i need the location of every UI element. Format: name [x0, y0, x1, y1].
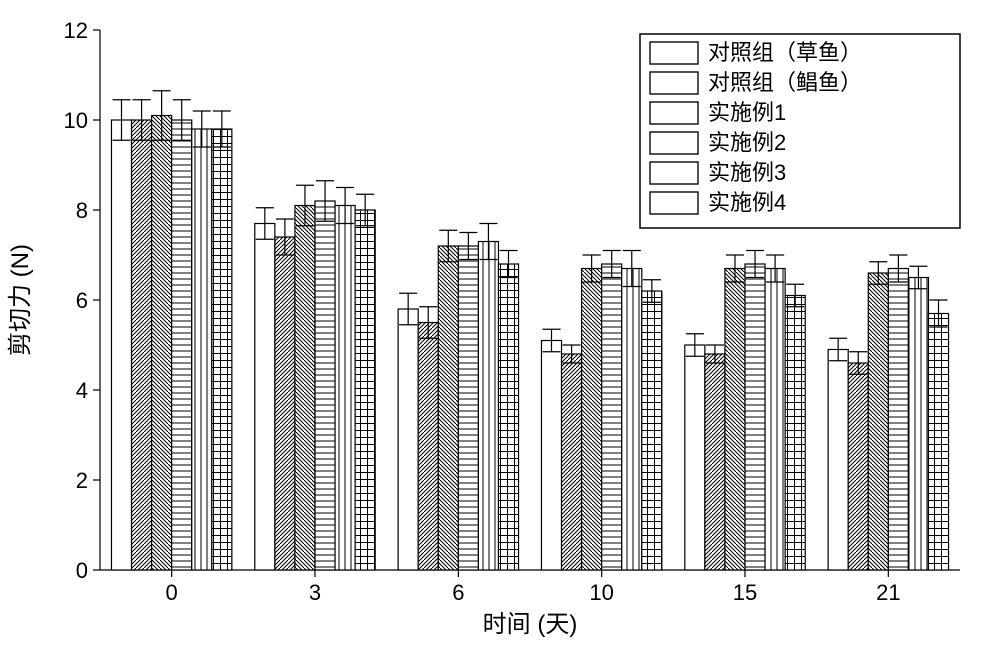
x-tick-label: 10: [589, 580, 613, 605]
chart-bar: [541, 341, 561, 571]
legend-label: 实施例4: [708, 190, 786, 215]
x-axis-label: 时间 (天): [483, 611, 578, 638]
x-tick-label: 3: [309, 580, 321, 605]
legend-swatch: [650, 132, 698, 154]
legend-swatch: [650, 162, 698, 184]
chart-bar: [315, 201, 335, 570]
x-tick-label: 21: [876, 580, 900, 605]
chart-bar: [192, 129, 212, 570]
chart-bar: [928, 314, 948, 571]
legend-label: 实施例2: [708, 130, 786, 155]
legend-label: 对照组（草鱼）: [708, 40, 862, 65]
y-tick-label: 0: [76, 558, 88, 583]
chart-bar: [785, 296, 805, 571]
x-tick-label: 0: [166, 580, 178, 605]
y-tick-label: 2: [76, 468, 88, 493]
x-tick-label: 15: [733, 580, 757, 605]
chart-bar: [562, 354, 582, 570]
legend-label: 实施例1: [708, 100, 786, 125]
chart-bar: [725, 269, 745, 571]
legend-label: 实施例3: [708, 160, 786, 185]
y-tick-label: 4: [76, 378, 88, 403]
chart-container: { "chart": { "type": "bar", "width": 100…: [0, 0, 1000, 660]
chart-bar: [908, 278, 928, 571]
chart-bar: [602, 264, 622, 570]
y-tick-label: 8: [76, 198, 88, 223]
y-tick-label: 12: [64, 18, 88, 43]
chart-bar: [355, 210, 375, 570]
chart-bar: [868, 273, 888, 570]
chart-svg: 0 2 4 6 8 10 12 剪切力 (N) 时间 (天) 0 3 6 10 15 21 对照组（草鱼） 对…: [0, 0, 1000, 660]
y-tick-label: 10: [64, 108, 88, 133]
chart-bar: [828, 350, 848, 571]
legend-swatch: [650, 192, 698, 214]
chart-bar: [295, 206, 315, 571]
chart-bar: [888, 269, 908, 571]
legend-swatch: [650, 102, 698, 124]
legend-swatch: [650, 42, 698, 64]
x-tick-label: 6: [452, 580, 464, 605]
chart-bar: [498, 264, 518, 570]
y-axis-label: 剪切力 (N): [7, 244, 34, 356]
chart-bar: [458, 246, 478, 570]
chart-bar: [765, 269, 785, 571]
chart-bar: [622, 269, 642, 571]
chart-bar: [478, 242, 498, 571]
chart-bar: [111, 120, 131, 570]
y-tick-label: 6: [76, 288, 88, 313]
legend-label: 对照组（鲳鱼）: [708, 70, 862, 95]
chart-bar: [275, 237, 295, 570]
chart-bar: [398, 309, 418, 570]
chart-bar: [685, 345, 705, 570]
chart-bar: [132, 120, 152, 570]
legend-swatch: [650, 72, 698, 94]
chart-bar: [335, 206, 355, 571]
chart-bar: [705, 354, 725, 570]
chart-bar: [255, 224, 275, 571]
chart-bar: [642, 291, 662, 570]
chart-bar: [212, 129, 232, 570]
chart-bar: [418, 323, 438, 571]
chart-bar: [438, 246, 458, 570]
chart-bar: [172, 120, 192, 570]
chart-bar: [745, 264, 765, 570]
chart-bar: [848, 363, 868, 570]
chart-bar: [152, 116, 172, 571]
chart-bar: [582, 269, 602, 571]
